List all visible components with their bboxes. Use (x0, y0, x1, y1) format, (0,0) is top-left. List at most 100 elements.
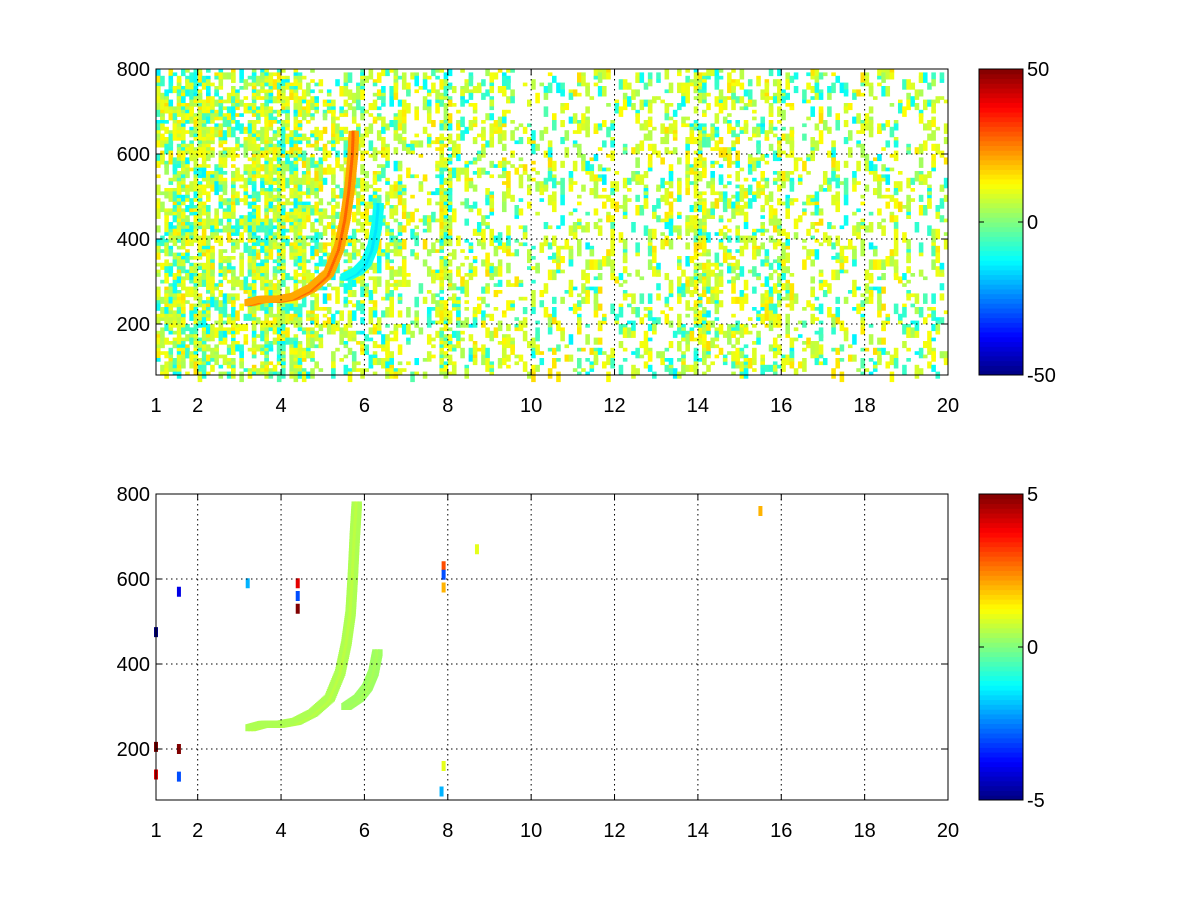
top-noise-cell (176, 262, 182, 267)
top-noise-cell (435, 174, 440, 179)
top-noise-cell (710, 164, 715, 168)
top-noise-cell (443, 167, 449, 172)
top-noise-cell (281, 361, 286, 366)
top-noise-cell (606, 103, 611, 107)
top-noise-cell (276, 126, 282, 138)
top-noise-cell (272, 235, 278, 240)
top-noise-cell (364, 334, 369, 342)
top-noise-cell (756, 181, 761, 189)
top-noise-cell (343, 283, 349, 294)
top-noise-cell (685, 228, 690, 236)
top-noise-cell (739, 82, 745, 90)
top-noise-cell (339, 327, 344, 338)
top-noise-cell (272, 324, 278, 328)
top-noise-cell (276, 184, 282, 189)
top-noise-cell (535, 266, 540, 274)
top-noise-cell (364, 368, 369, 372)
top-noise-cell (497, 259, 503, 267)
top-noise-cell (347, 334, 353, 342)
top-noise-cell (806, 82, 811, 90)
top-noise-cell (339, 283, 344, 287)
top-noise-cell (835, 307, 841, 318)
top-noise-cell (181, 113, 186, 124)
top-noise-cell (635, 75, 640, 83)
top-noise-cell (664, 89, 670, 94)
top-noise-cell (422, 296, 428, 304)
top-noise-cell (806, 249, 811, 260)
top-noise-cell (310, 133, 315, 138)
top-noise-cell (306, 120, 311, 124)
top-noise-cell (731, 371, 736, 376)
top-noise-cell (176, 150, 182, 155)
top-noise-cell (777, 262, 782, 270)
top-noise-cell (497, 133, 503, 145)
top-noise-cell (577, 347, 582, 352)
top-noise-cell (702, 137, 707, 148)
top-noise-cell (714, 113, 720, 124)
top-noise-cell (160, 154, 165, 165)
top-noise-cell (685, 344, 690, 352)
top-noise-cell (552, 317, 557, 325)
top-noise-cell (822, 171, 828, 179)
top-noise-cell (243, 324, 249, 332)
top-noise-cell (647, 337, 653, 342)
top-noise-cell (693, 72, 699, 80)
top-noise-cell (543, 283, 549, 294)
top-noise-cell (818, 218, 824, 226)
top-noise-cell (877, 351, 882, 355)
top-noise-cell (293, 242, 299, 247)
top-noise-cell (406, 103, 411, 114)
top-noise-cell (322, 225, 328, 236)
top-noise-cell (706, 269, 711, 277)
top-noise-cell (281, 330, 286, 335)
top-noise-cell (464, 317, 470, 328)
top-noise-cell (426, 215, 432, 219)
top-noise-cell (460, 337, 465, 342)
top-noise-cell (760, 184, 765, 189)
top-noise-cell (281, 307, 286, 311)
top-noise-cell (602, 69, 607, 80)
top-noise-cell (393, 205, 399, 216)
top-noise-cell (239, 177, 244, 182)
top-noise-cell (872, 188, 878, 196)
top-noise-cell (335, 320, 340, 332)
top-noise-cell (501, 313, 507, 318)
top-noise-cell (251, 259, 257, 264)
top-noise-cell (518, 137, 524, 145)
top-noise-cell (164, 143, 169, 155)
top-noise-cell (881, 337, 886, 345)
top-noise-cell (256, 218, 261, 226)
top-noise-cell (331, 351, 336, 362)
top-noise-cell (631, 320, 636, 332)
top-noise-cell (501, 171, 507, 179)
top-noise-cell (210, 113, 215, 121)
top-noise-cell (439, 286, 445, 291)
top-noise-cell (631, 364, 636, 376)
top-noise-cell (351, 310, 357, 321)
top-noise-cell (772, 337, 778, 349)
top-noise-cell (285, 75, 290, 80)
top-noise-cell (226, 364, 232, 369)
top-noise-cell (768, 273, 774, 281)
top-noise-cell (631, 293, 636, 304)
top-noise-cell (806, 228, 811, 236)
top-noise-cell (239, 269, 244, 277)
top-noise-cell (622, 143, 628, 148)
top-noise-cell (289, 147, 294, 158)
top-noise-cell (435, 201, 440, 206)
top-noise-cell (331, 205, 336, 216)
top-noise-cell (210, 296, 215, 308)
top-noise-cell (239, 371, 244, 383)
top-noise-cell (781, 201, 786, 206)
top-noise-cell (285, 273, 290, 281)
top-noise-cell (235, 113, 240, 117)
top-noise-cell (276, 211, 282, 219)
top-noise-cell (881, 164, 886, 172)
top-noise-cell (439, 147, 445, 151)
top-noise-cell (714, 232, 720, 236)
top-noise-cell (206, 286, 211, 291)
top-noise-cell (193, 184, 199, 196)
top-noise-cell (556, 371, 561, 383)
top-noise-cell (422, 358, 428, 362)
top-noise-cell (685, 334, 690, 345)
